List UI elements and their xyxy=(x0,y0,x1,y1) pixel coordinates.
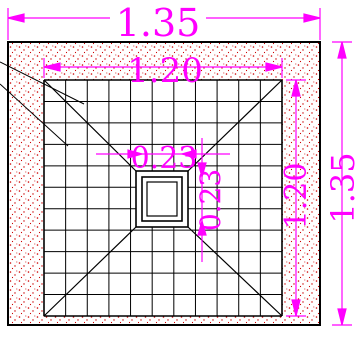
leader-lines xyxy=(0,61,85,147)
column-outline xyxy=(141,176,183,222)
dim-arrow-left xyxy=(7,13,25,23)
slope-line-bottom-right xyxy=(187,226,283,317)
slope-line-top-right xyxy=(187,79,283,172)
leader-line-2 xyxy=(0,83,69,147)
dim-center-height-label: 0.23 xyxy=(194,169,227,231)
dim-outer-height-label: 1.35 xyxy=(324,152,358,223)
dim-arrow-right-inner xyxy=(265,62,283,72)
dim-inner-height-label: 1.20 xyxy=(279,163,314,230)
pedestal-outline xyxy=(135,170,189,228)
slope-lines xyxy=(43,79,283,317)
dim-arrow-right xyxy=(303,13,321,23)
column-core xyxy=(146,181,178,217)
dim-inner-width-label: 1.20 xyxy=(127,51,203,91)
dimension-lines xyxy=(7,8,352,326)
dim-arrow-left-inner xyxy=(43,62,61,72)
slope-line-top-left xyxy=(43,79,137,172)
dim-center-width-label: 0.23 xyxy=(131,141,198,176)
dim-outer-width-label: 1.35 xyxy=(116,1,201,45)
dimension-labels: 1.35 1.20 0.23 0.23 1.20 1.35 xyxy=(110,1,358,231)
leader-line-1 xyxy=(0,61,85,105)
slope-line-bottom-left xyxy=(43,226,137,317)
